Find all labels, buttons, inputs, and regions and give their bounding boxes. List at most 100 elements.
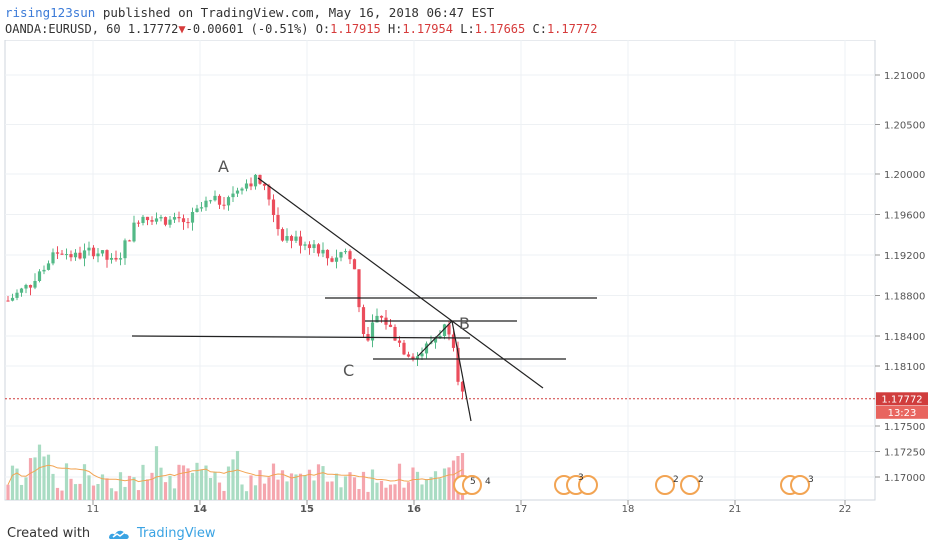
candle	[177, 217, 181, 219]
candle	[213, 195, 217, 201]
candle	[118, 258, 123, 260]
price-tick-label: 1.17000	[884, 473, 925, 484]
candle	[150, 220, 154, 222]
date-axis[interactable]: 11 14 15 16 17 18 21 22	[87, 500, 852, 515]
volume-bar	[24, 477, 28, 500]
candle	[186, 222, 190, 224]
flag-icon[interactable]	[462, 475, 482, 495]
candle	[141, 216, 145, 223]
volume-bar	[91, 485, 96, 500]
volume-bar	[307, 469, 312, 500]
line-rise[interactable]	[417, 320, 453, 357]
volume-bar	[51, 473, 55, 500]
volume-bar	[159, 467, 163, 500]
candle	[10, 297, 15, 301]
volume-bar	[298, 473, 303, 500]
candle	[411, 356, 415, 359]
flag-icon[interactable]	[578, 475, 598, 495]
candle	[325, 249, 330, 259]
candle	[87, 247, 91, 251]
candle	[208, 200, 213, 202]
plot-area[interactable]	[4, 40, 876, 501]
price-tick-label: 1.17250	[884, 448, 925, 459]
date-tick-label: 11	[87, 504, 100, 515]
volume-bar	[154, 446, 159, 500]
candle	[51, 252, 55, 264]
volume-bar	[10, 465, 15, 500]
volume-bar	[433, 471, 438, 500]
candle	[181, 218, 186, 223]
author-link[interactable]: rising123sun	[5, 5, 96, 20]
candle	[204, 200, 208, 208]
candle	[78, 252, 82, 259]
volume-bar	[190, 472, 195, 500]
volume-bar	[271, 463, 276, 500]
drawings[interactable]	[131, 177, 597, 422]
volume-bar	[46, 454, 51, 500]
published-text: published on TradingView.com, May 16, 20…	[95, 5, 495, 20]
candle	[253, 174, 258, 187]
flag-icon[interactable]	[680, 475, 700, 495]
price-tick-label: 1.17500	[884, 422, 925, 433]
volume-bar	[375, 482, 379, 500]
hline-neckline[interactable]	[131, 335, 471, 339]
volume-bar	[127, 475, 132, 500]
volume-bar	[150, 472, 154, 500]
volume-bar	[15, 468, 19, 500]
candle	[195, 208, 199, 212]
low-value: 1.17665	[474, 22, 526, 36]
candle	[343, 251, 348, 253]
flag-icon[interactable]	[655, 475, 675, 495]
volume-bar	[114, 491, 118, 500]
candle	[262, 183, 267, 186]
volume-bar	[397, 463, 402, 500]
candle	[330, 258, 334, 262]
volume-bar	[303, 474, 307, 500]
candle	[73, 252, 78, 258]
candle	[397, 340, 402, 343]
candle	[312, 244, 316, 249]
trendline-a-c[interactable]	[257, 177, 544, 389]
candle	[271, 199, 276, 215]
candle	[217, 195, 222, 205]
event-count: 3	[578, 473, 584, 483]
price-tick-label: 1.19200	[884, 251, 925, 262]
volume-bar	[141, 464, 145, 500]
economic-events[interactable]: 5 4 3 2 2 3	[453, 473, 814, 495]
candle	[159, 217, 163, 219]
candle	[82, 250, 87, 259]
volume-bar	[177, 464, 181, 500]
candle	[96, 253, 100, 257]
candle	[42, 269, 46, 272]
symbol-info: OANDA:EURUSD, 60 1.17772	[5, 22, 179, 36]
tradingview-link[interactable]: TradingView	[137, 526, 216, 541]
volume-bar	[132, 477, 136, 500]
flag-icon[interactable]	[790, 475, 810, 495]
wave-label-b: B	[459, 314, 470, 333]
candle	[244, 183, 249, 189]
publish-line: rising123sun published on TradingView.co…	[5, 4, 598, 21]
candle	[55, 252, 60, 254]
line-drop[interactable]	[451, 320, 472, 422]
candle	[298, 236, 303, 246]
price-axis[interactable]: 1.21000 1.20500 1.20000 1.19600 1.19200 1.188…	[875, 71, 925, 484]
volume-bar	[6, 484, 10, 500]
candle	[406, 354, 411, 357]
candle	[105, 250, 109, 260]
candle	[127, 240, 132, 242]
event-count: 3	[808, 475, 814, 485]
volume-bar	[294, 474, 298, 500]
volume-bar	[429, 477, 433, 500]
volume-bar	[325, 481, 330, 500]
tradingview-logo-icon[interactable]	[107, 525, 131, 541]
last-price-tag	[876, 392, 928, 406]
volume-bar	[60, 490, 64, 500]
price-chart[interactable]: A B C 5 4 3 2 2 3 1.210001.205001.200001…	[0, 40, 932, 518]
created-with-text: Created with	[7, 526, 91, 541]
candle	[307, 244, 312, 249]
volume-bar	[312, 480, 316, 500]
volume-bar	[244, 491, 249, 500]
candle	[235, 190, 240, 194]
volume-bar	[163, 482, 168, 500]
volume-bar	[240, 484, 244, 500]
